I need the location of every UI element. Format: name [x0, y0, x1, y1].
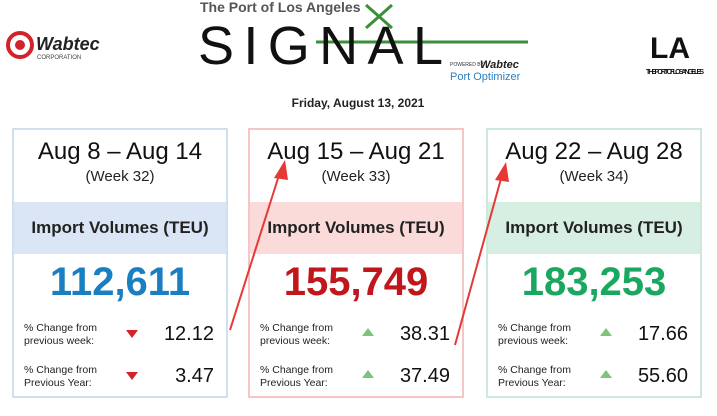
change-label: % Change from Previous Year: [24, 364, 97, 389]
direction-icon [600, 370, 612, 378]
week-number: (Week 34) [559, 168, 629, 185]
la-mark: LA [650, 32, 690, 65]
week-number: (Week 32) [85, 168, 155, 185]
wabtec-icon-core [15, 40, 25, 50]
import-label: Import Volumes (TEU) [488, 202, 700, 254]
change-value: 38.31 [399, 323, 450, 345]
week-card: Aug 8 – Aug 14 (Week 32) Import Volumes (T… [12, 128, 228, 398]
change-label: % Change from previous week: [498, 322, 571, 347]
date-range: Aug 22 – Aug 28 [505, 138, 683, 165]
wabtec-icon [6, 31, 34, 59]
import-label: Import Volumes (TEU) [250, 202, 462, 254]
import-volume: 155,749 [283, 260, 429, 304]
signal-product: Port Optimizer [450, 71, 521, 83]
change-label: % Change from Previous Year: [498, 364, 571, 389]
signal-title: SIGNAL [198, 16, 443, 76]
direction-icon [126, 330, 138, 338]
import-volume: 112,611 [49, 260, 191, 304]
signal-top: The Port of Los Angeles [200, 0, 361, 15]
change-label: % Change from Previous Year: [260, 364, 333, 389]
change-value: 17.66 [637, 323, 688, 345]
week-card: Aug 22 – Aug 28 (Week 34) Import Volumes (… [486, 128, 702, 398]
signal-x [365, 3, 393, 30]
direction-icon [362, 370, 374, 378]
signal-powered: POWERED BY [450, 62, 485, 68]
change-value: 12.12 [163, 323, 214, 345]
import-label: Import Volumes (TEU) [14, 202, 226, 254]
change-value: 3.47 [175, 365, 214, 387]
change-label: % Change from previous week: [260, 322, 333, 347]
import-volume: 183,253 [521, 260, 667, 304]
date-range: Aug 8 – Aug 14 [37, 138, 203, 165]
signal-brand: Wabtec [480, 59, 519, 71]
direction-icon [362, 328, 374, 336]
week-card: Aug 15 – Aug 21 (Week 33) Import Volumes (… [248, 128, 464, 398]
date: Friday, August 13, 2021 [292, 96, 425, 110]
change-value: 55.60 [637, 365, 688, 387]
wabtec-sub: CORPORATION [37, 55, 81, 61]
direction-icon [600, 328, 612, 336]
change-value: 37.49 [399, 365, 450, 387]
la-text: THE PORT OF LOS ANGELES [646, 69, 704, 76]
direction-icon [126, 372, 138, 380]
wabtec-name: Wabtec [36, 34, 100, 54]
date-range: Aug 15 – Aug 21 [267, 138, 445, 165]
week-number: (Week 33) [321, 168, 391, 185]
change-label: % Change from previous week: [24, 322, 97, 347]
